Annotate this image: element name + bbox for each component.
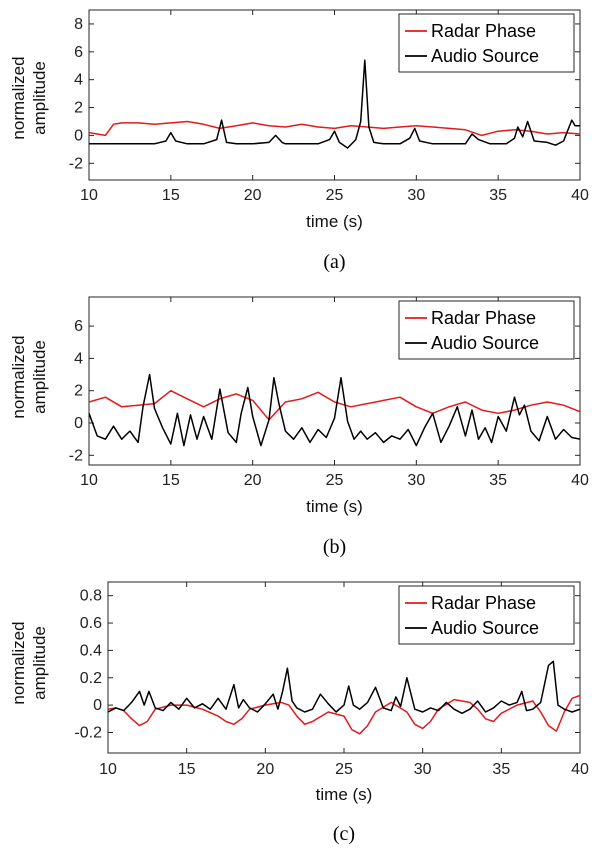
x-tick-label: 30 [407,472,425,489]
x-tick-label: 35 [489,187,507,204]
y-tick-label: -2 [69,155,83,172]
series-line-radar-phase [89,120,580,137]
y-tick-label: 0 [93,697,102,714]
legend-label: Radar Phase [431,593,536,613]
legend-label: Audio Source [431,333,539,353]
legend-label: Audio Source [431,618,539,638]
y-tick-label: 0.2 [80,670,102,687]
y-axis-label: normalized [9,335,28,418]
series-line-audio-source [89,373,580,447]
series-line-audio-source [108,660,580,715]
legend-label: Radar Phase [431,21,536,41]
y-tick-label: -0.2 [74,724,102,741]
y-tick-label: 2 [74,383,83,400]
y-axis-label: amplitude [30,340,49,414]
y-tick-label: 4 [74,350,83,367]
y-tick-label: 4 [74,72,83,89]
legend-box [398,13,575,73]
x-tick-label: 20 [256,761,274,778]
y-tick-label: 0.4 [80,642,102,659]
x-axis-label: time (s) [306,497,363,516]
x-axis-label: time (s) [316,785,373,804]
x-tick-label: 40 [571,761,589,778]
y-tick-label: 0 [74,127,83,144]
x-tick-label: 15 [162,472,180,489]
x-tick-label: 10 [99,761,117,778]
y-axis-label: normalized [9,621,28,704]
x-tick-label: 15 [162,187,180,204]
x-tick-label: 30 [407,187,425,204]
x-axis-label: time (s) [306,212,363,231]
figure-caption: (a) [323,251,345,273]
x-tick-label: 30 [414,761,432,778]
x-tick-label: 35 [489,472,507,489]
figure-caption: (c) [333,823,355,845]
legend-label: Radar Phase [431,308,536,328]
x-tick-label: 10 [80,472,98,489]
y-tick-label: -2 [69,447,83,464]
x-tick-label: 35 [492,761,510,778]
x-tick-label: 15 [178,761,196,778]
x-tick-label: 25 [326,187,344,204]
x-tick-label: 40 [571,187,589,204]
y-tick-label: 2 [74,100,83,117]
legend-box [398,300,575,360]
legend-box [398,585,575,645]
y-axis-label: amplitude [30,61,49,135]
x-tick-label: 20 [244,472,262,489]
y-axis-label: amplitude [30,626,49,700]
x-tick-label: 20 [244,187,262,204]
x-tick-label: 40 [571,472,589,489]
y-axis-label: normalized [9,56,28,139]
series-line-radar-phase [89,389,580,421]
chart-panel-2: 10 15 20 25 30 35 40 -0.2 0 0.2 0.4 0.6 0.8 Radar Pha… [9,581,589,845]
chart-panel-0: 10 15 20 25 30 35 40 -2 0 2 4 6 8 Radar Phase Audio So… [9,9,589,273]
y-tick-label: 0.6 [80,615,102,632]
y-tick-label: 6 [74,318,83,335]
x-tick-label: 25 [335,761,353,778]
chart-panel-1: 10 15 20 25 30 35 40 -2 0 2 4 6 Radar Phase Audio Sou… [9,296,589,558]
x-tick-label: 25 [326,472,344,489]
x-tick-label: 10 [80,187,98,204]
series-line-audio-source [89,59,580,149]
y-tick-label: 0 [74,415,83,432]
y-tick-label: 6 [74,44,83,61]
y-tick-label: 0.8 [80,588,102,605]
figure-caption: (b) [323,536,346,558]
legend-label: Audio Source [431,46,539,66]
y-tick-label: 8 [74,16,83,33]
